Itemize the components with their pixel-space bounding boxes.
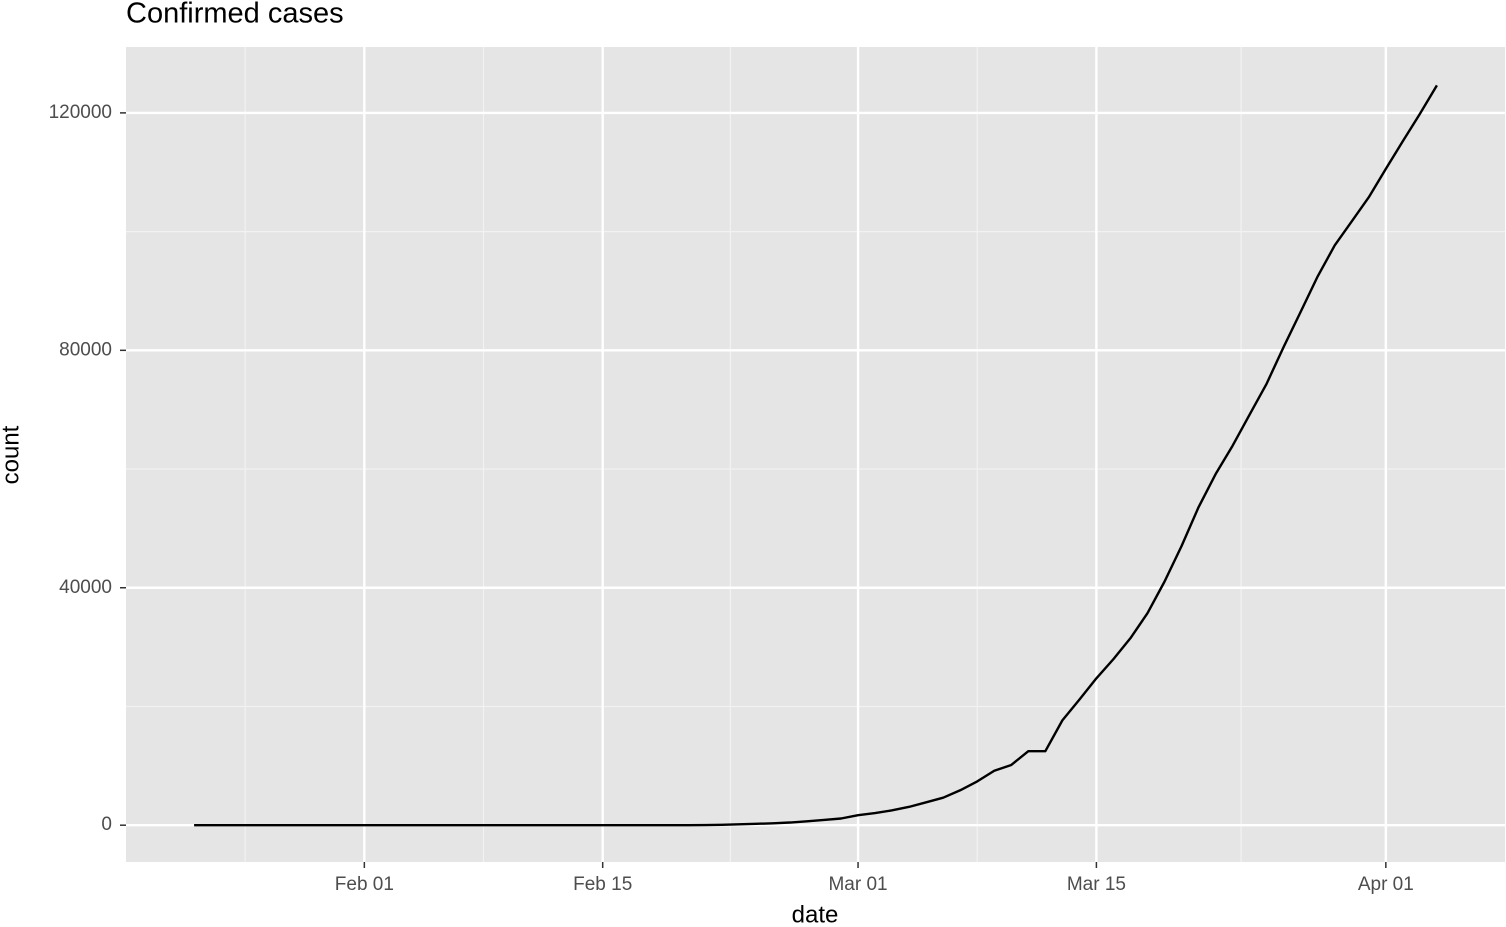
chart-title: Confirmed cases xyxy=(126,0,344,30)
x-tick-label: Mar 01 xyxy=(828,874,887,895)
x-axis-title: date xyxy=(792,901,839,927)
x-tick-label: Mar 15 xyxy=(1067,874,1126,895)
y-axis-title: count xyxy=(0,425,24,484)
data-line xyxy=(194,84,1438,827)
x-tick-label: Apr 01 xyxy=(1358,874,1414,895)
y-tick-label: 80000 xyxy=(59,339,112,360)
y-tick-label: 120000 xyxy=(49,102,112,123)
y-tick-label: 0 xyxy=(101,814,112,835)
x-tick-label: Feb 15 xyxy=(573,874,632,895)
plot-panel xyxy=(126,47,1505,862)
y-tick-label: 40000 xyxy=(59,577,112,598)
x-tick-label: Feb 01 xyxy=(335,874,394,895)
